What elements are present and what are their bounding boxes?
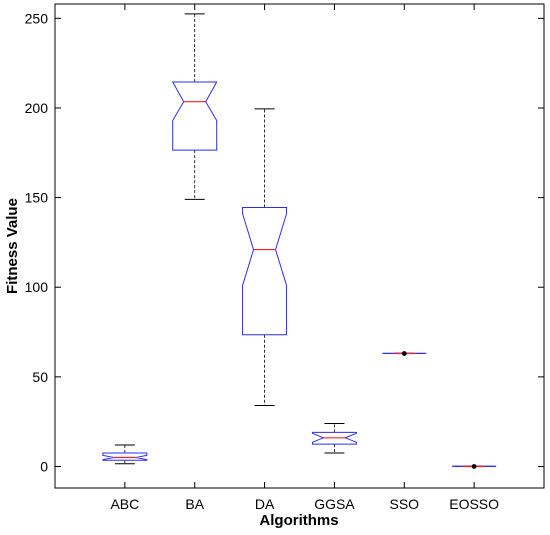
y-axis-title: Fitness Value [4,198,21,294]
x-axis: ABC BA DA GGSA SSO EOSSO [110,4,499,512]
y-tick-label: 100 [25,279,49,295]
y-tick-label: 0 [40,458,48,474]
outlier-point [401,351,407,356]
box-body [102,452,148,461]
box-da [242,108,288,407]
box-body [311,431,357,445]
y-tick-label: 250 [25,10,49,26]
box-body [242,206,288,336]
box-sso [382,351,427,356]
box-abc [102,444,148,465]
x-tick-label: BA [185,496,204,512]
box-ggsa [311,422,357,454]
y-axis: 0 50 100 150 200 250 [25,10,544,474]
box-body [171,81,218,151]
outlier-point [471,464,477,469]
y-tick-label: 50 [32,369,48,385]
x-tick-label: SSO [389,496,419,512]
x-tick-label: DA [255,496,275,512]
box-ba [171,13,218,200]
x-tick-label: GGSA [314,496,355,512]
x-tick-label: EOSSO [449,496,499,512]
x-axis-title: Algorithms [259,512,338,529]
x-tick-label: ABC [110,496,139,512]
y-tick-label: 200 [25,100,49,116]
plot-area [54,3,545,489]
y-tick-label: 150 [25,190,49,206]
boxes-group [102,13,497,469]
box-eosso [452,464,497,469]
